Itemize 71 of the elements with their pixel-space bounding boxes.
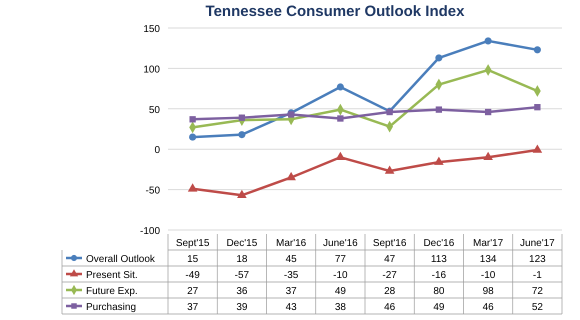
point xyxy=(238,131,246,138)
point xyxy=(188,183,198,192)
data-label: 47 xyxy=(384,254,396,265)
data-label: 49 xyxy=(334,286,346,297)
x-tick-label: June'17 xyxy=(520,238,556,249)
y-tick-label: -50 xyxy=(146,186,160,197)
legend-label: Overall Outlook xyxy=(86,254,156,265)
legend-label: Present Sit. xyxy=(86,270,138,281)
data-label: 72 xyxy=(532,286,544,297)
point xyxy=(336,83,344,91)
y-tick-label: -100 xyxy=(140,226,160,237)
data-label: -10 xyxy=(333,270,348,281)
data-label: -16 xyxy=(432,270,447,281)
point xyxy=(435,54,442,62)
data-label: 80 xyxy=(433,286,445,297)
data-label: 43 xyxy=(286,302,298,313)
data-label: -49 xyxy=(185,270,200,281)
point xyxy=(337,115,344,122)
y-tick-label: 0 xyxy=(154,145,160,156)
data-label: 46 xyxy=(482,302,494,313)
data-label: -10 xyxy=(480,270,496,281)
point xyxy=(534,104,541,110)
point xyxy=(484,37,492,44)
point xyxy=(483,152,493,160)
y-tick-label: 150 xyxy=(143,24,160,35)
data-label: 45 xyxy=(286,254,298,265)
data-label: 38 xyxy=(334,302,346,313)
point xyxy=(189,116,196,122)
point xyxy=(532,144,542,153)
data-label: 27 xyxy=(187,286,199,297)
data-label: 28 xyxy=(384,286,396,297)
legend-label: Purchasing xyxy=(86,302,136,313)
data-label: 18 xyxy=(236,254,248,265)
data-label: 52 xyxy=(532,302,544,313)
y-tick-label: 100 xyxy=(143,64,160,76)
chart-title: Tennessee Consumer Outlook Index xyxy=(206,3,466,20)
x-tick-label: June'16 xyxy=(323,238,358,249)
point xyxy=(336,152,346,160)
point xyxy=(286,172,296,180)
point xyxy=(384,165,394,174)
point xyxy=(484,108,492,116)
data-label: -35 xyxy=(284,270,299,281)
data-label: 77 xyxy=(334,254,346,265)
point xyxy=(434,156,444,165)
y-tick-label: 50 xyxy=(148,104,160,116)
data-label: -27 xyxy=(382,270,398,281)
data-label: -1 xyxy=(532,270,542,281)
x-tick-label: Mar'17 xyxy=(472,238,504,249)
data-label: 123 xyxy=(529,254,546,265)
point xyxy=(534,46,541,54)
x-tick-label: Sept'16 xyxy=(372,238,407,249)
data-label: 37 xyxy=(286,286,298,297)
data-label: -57 xyxy=(234,270,250,281)
data-label: 46 xyxy=(384,302,396,313)
data-label: 134 xyxy=(480,254,497,265)
data-label: 49 xyxy=(433,302,445,313)
x-tick-label: Sept'15 xyxy=(176,238,210,249)
point xyxy=(238,114,246,121)
data-label: 113 xyxy=(430,254,448,265)
point xyxy=(189,134,196,141)
point xyxy=(237,190,247,198)
data-label: 37 xyxy=(187,302,199,313)
x-tick-label: Dec'16 xyxy=(423,238,455,249)
x-tick-label: Mar'16 xyxy=(276,238,307,249)
legend-label: Future Exp. xyxy=(86,286,138,297)
x-tick-label: Dec'15 xyxy=(226,238,258,249)
data-label: 39 xyxy=(236,302,248,313)
point xyxy=(436,106,442,113)
data-label: 36 xyxy=(236,286,248,297)
data-label: 98 xyxy=(482,286,494,297)
data-label: 15 xyxy=(187,254,199,265)
